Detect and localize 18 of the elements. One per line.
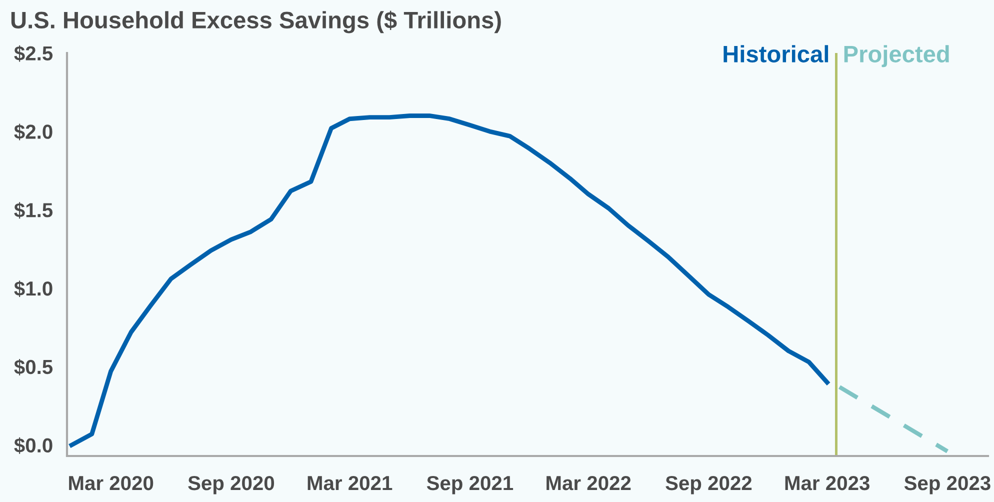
y-tick-label: $0.0 <box>14 437 52 454</box>
x-tick-label: Sep 2022 <box>666 476 752 494</box>
y-tick-label: $1.0 <box>14 280 52 298</box>
text: Projected <box>844 45 949 68</box>
x-tick-label: Sep 2020 <box>188 476 274 494</box>
chart-title: U.S. Household Excess Savings ($ Trillions) <box>11 10 501 34</box>
y-tick-label: $1.5 <box>14 202 53 219</box>
y-tick-label: $0.5 <box>14 358 53 376</box>
x-tick-label: Mar 2021 <box>308 476 392 490</box>
line-series <box>69 114 830 448</box>
x-tick-label: Mar 2023 <box>785 476 870 490</box>
x-tick-label: Mar 2022 <box>546 476 631 490</box>
y-tick-label: $2.5 <box>14 45 53 62</box>
y-tick-label: $2.0 <box>14 124 52 140</box>
x-tick-label: Mar 2020 <box>69 476 154 490</box>
text: Historical <box>724 45 828 62</box>
x-tick-label: Sep 2023 <box>904 476 990 494</box>
x-tick-label: Sep 2021 <box>426 476 514 494</box>
